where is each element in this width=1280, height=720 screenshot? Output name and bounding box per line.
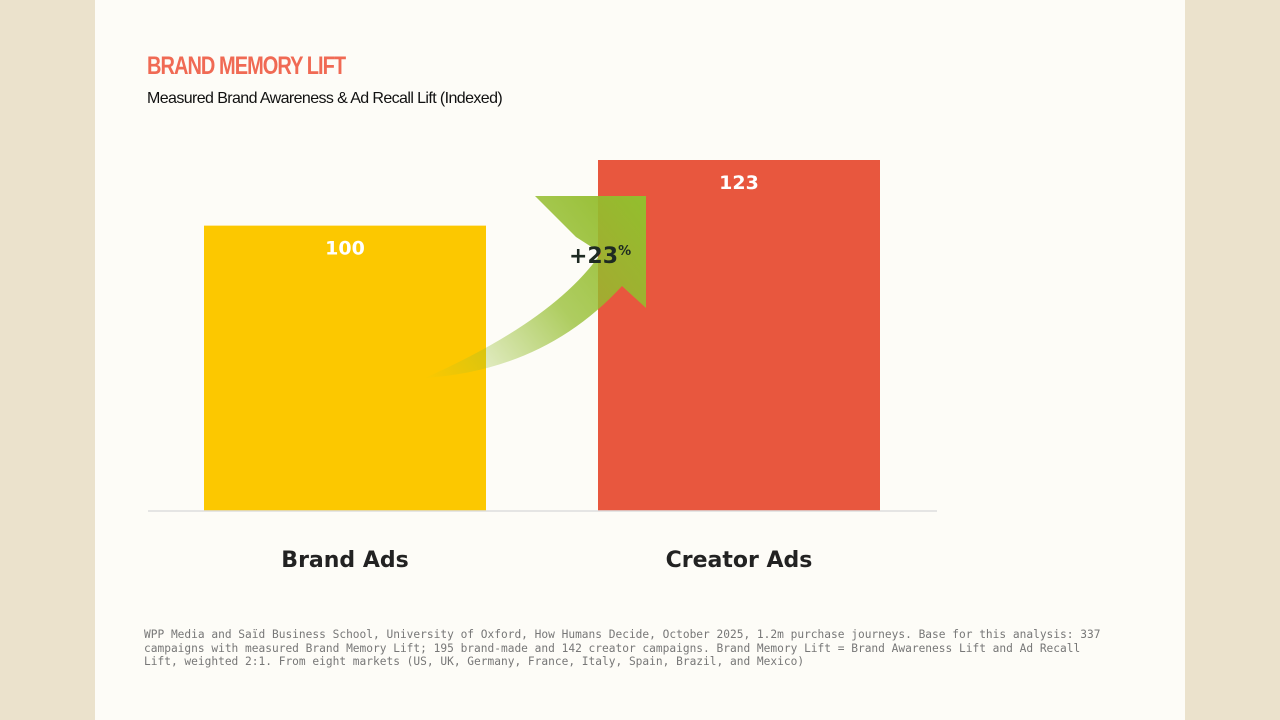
bar-chart: 100 Brand Ads 123 Creator Ads +23% <box>148 160 937 573</box>
lift-percent-sign: % <box>618 244 631 259</box>
bar-value-label-brand-ads: 100 <box>325 238 365 260</box>
bar-value-label-creator-ads: 123 <box>719 172 759 194</box>
slide: BRAND MEMORY LIFT Measured Brand Awarene… <box>95 0 1185 720</box>
svg-text:+23%: +23% <box>569 244 631 269</box>
lift-arrow-shape <box>425 196 646 378</box>
chart-title: BRAND MEMORY LIFT <box>147 52 346 80</box>
bar-brand-ads <box>204 225 486 511</box>
lift-percentage-label: +23 <box>569 244 618 269</box>
category-label-brand-ads: Brand Ads <box>281 548 408 573</box>
category-label-creator-ads: Creator Ads <box>666 548 813 573</box>
chart-subtitle: Measured Brand Awareness & Ad Recall Lif… <box>147 90 503 107</box>
curved-arrow-icon: +23% <box>425 196 646 378</box>
source-footnote: WPP Media and Saïd Business School, Univ… <box>144 628 1101 668</box>
